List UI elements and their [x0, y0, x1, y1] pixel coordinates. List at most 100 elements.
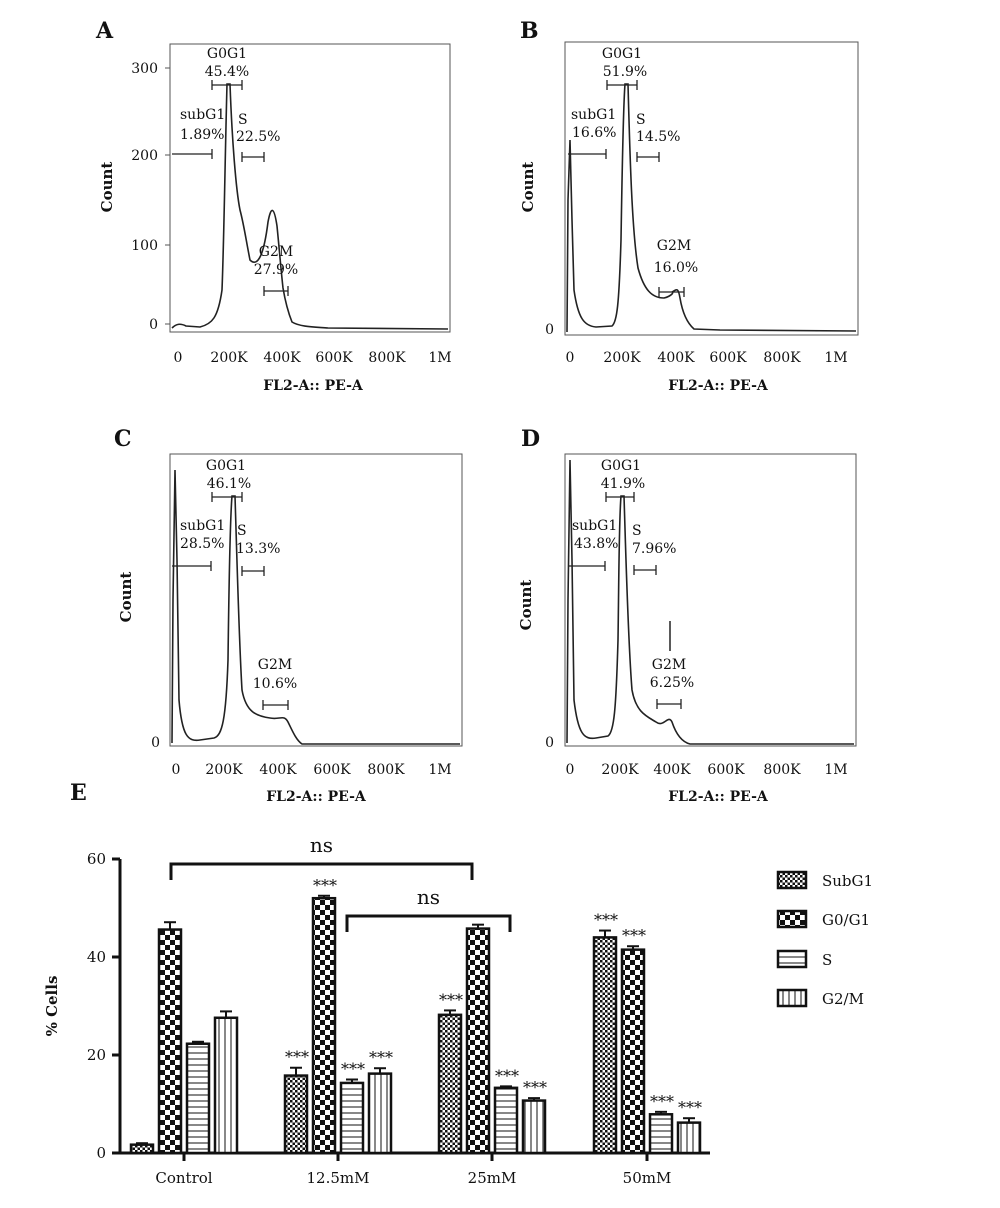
significance-label: *** [594, 911, 618, 930]
y-axis-title: Count [117, 572, 135, 623]
plot-frame [169, 453, 463, 747]
gate-value: 45.4% [205, 64, 249, 80]
bar [676, 1121, 702, 1155]
gate-name: G2M [652, 657, 686, 673]
gate-name: subG1 [572, 518, 617, 534]
gate-name: G0G1 [601, 458, 641, 474]
gate-subg1: subG1 16.6% [568, 107, 616, 159]
y-tick-label: 0 [545, 322, 554, 338]
gate-g0g1: G0G1 51.9% [602, 46, 647, 90]
bar [185, 1042, 211, 1155]
legend: SubG1 G0/G1 S G2/M [776, 870, 873, 1008]
bar-marks: ****************************** *** [129, 876, 702, 1155]
legend-swatch [776, 988, 808, 1008]
gate-subg1: subG1 1.89% [172, 107, 225, 159]
bar [465, 927, 491, 1155]
x-tick-label: 400K [259, 762, 297, 778]
histogram-curve [171, 83, 449, 330]
gate-value: 7.96% [632, 541, 676, 557]
x-tick-label: 400K [657, 350, 695, 366]
gate-value: 13.3% [236, 541, 280, 557]
plot-frame [564, 453, 857, 747]
gate-value: 46.1% [207, 476, 251, 492]
x-tick-label: 1M [428, 762, 451, 778]
significance-label: *** [650, 1092, 674, 1111]
gate-value: 6.25% [650, 675, 694, 691]
bar [129, 1143, 155, 1155]
gate-g0g1: G0G1 46.1% [206, 458, 251, 502]
gate-value: 16.0% [654, 260, 698, 276]
gate-name: G0G1 [207, 46, 247, 62]
significance-label: *** [622, 926, 646, 945]
x-tick-label: 25mM [468, 1169, 517, 1187]
significance-label: *** [341, 1060, 365, 1079]
gate-name: S [632, 523, 642, 539]
gate-name: G2M [258, 657, 292, 673]
gate-name: G0G1 [602, 46, 642, 62]
bar [367, 1072, 393, 1155]
panel-b: B Count 0 0 200K 400K 600K 800K 1M FL2-A… [519, 18, 859, 394]
legend-swatch [776, 909, 808, 929]
bar [620, 948, 646, 1155]
x-tick-label: 0 [566, 350, 575, 366]
legend-label: G2/M [822, 990, 864, 1008]
gate-value: 22.5% [236, 129, 280, 145]
gate-s: S 14.5% [636, 112, 680, 162]
x-tick-label: 1M [824, 350, 847, 366]
panel-label: B [520, 18, 539, 44]
x-tick-label: Control [155, 1169, 212, 1187]
gate-name: G0G1 [206, 458, 246, 474]
y-tick-label: 0 [149, 317, 158, 333]
bar [592, 936, 618, 1155]
x-tick-label: 600K [313, 762, 351, 778]
significance-label: *** [495, 1066, 519, 1085]
panel-a: A Count 0 100 200 300 0 200K 400K 600K 8… [95, 18, 452, 394]
x-tick-label: 200K [210, 350, 248, 366]
x-tick-label: 800K [763, 762, 801, 778]
histogram-curve [566, 83, 857, 333]
significance-label: *** [313, 876, 337, 895]
y-tick-label: 60 [87, 850, 106, 868]
gate-value: 28.5% [180, 536, 224, 552]
gate-name: subG1 [180, 107, 225, 123]
gate-name: G2M [259, 244, 293, 260]
gate-name: subG1 [571, 107, 616, 123]
y-axis-title: Count [519, 162, 537, 213]
bar [339, 1081, 365, 1155]
gate-name: subG1 [180, 518, 225, 534]
gate-name: S [238, 112, 248, 128]
x-tick-label: 200K [205, 762, 243, 778]
bar [521, 1099, 547, 1155]
x-tick-label: 400K [653, 762, 691, 778]
legend-label: SubG1 [822, 872, 873, 890]
x-tick-label: 200K [603, 350, 641, 366]
y-tick-label: 100 [131, 238, 158, 254]
gate-value: 27.9% [254, 262, 298, 278]
y-tick-label: 0 [545, 735, 554, 751]
y-ticks: 0 100 200 300 [131, 61, 170, 333]
plot-frame [564, 41, 859, 336]
gate-name: S [636, 112, 646, 128]
gate-g2m: G2M 10.6% [253, 657, 297, 710]
bar [311, 896, 337, 1155]
legend-swatch [776, 870, 808, 890]
y-tick-label: 0 [96, 1144, 106, 1162]
bar [283, 1074, 309, 1155]
significance-label: *** [678, 1098, 702, 1117]
gate-g2m: G2M 6.25% [650, 657, 694, 709]
significance-label: *** [369, 1048, 393, 1067]
x-tick-label: 50mM [623, 1169, 672, 1187]
gate-s: S 7.96% [632, 523, 676, 575]
gate-subg1: subG1 28.5% [172, 518, 225, 571]
y-axis-title: Count [517, 580, 535, 631]
histogram-curve [566, 459, 854, 745]
y-tick-label: 0 [151, 735, 160, 751]
x-tick-label: 200K [601, 762, 639, 778]
x-tick-label: 600K [315, 350, 353, 366]
panel-e: E % Cells 0 20 40 60 Control 12.5mM 25mM 50mM *… [43, 780, 873, 1187]
panel-label: E [70, 780, 87, 806]
gate-name: S [237, 523, 247, 539]
y-axis-title: % Cells [43, 976, 61, 1037]
histogram-curve [171, 469, 460, 745]
